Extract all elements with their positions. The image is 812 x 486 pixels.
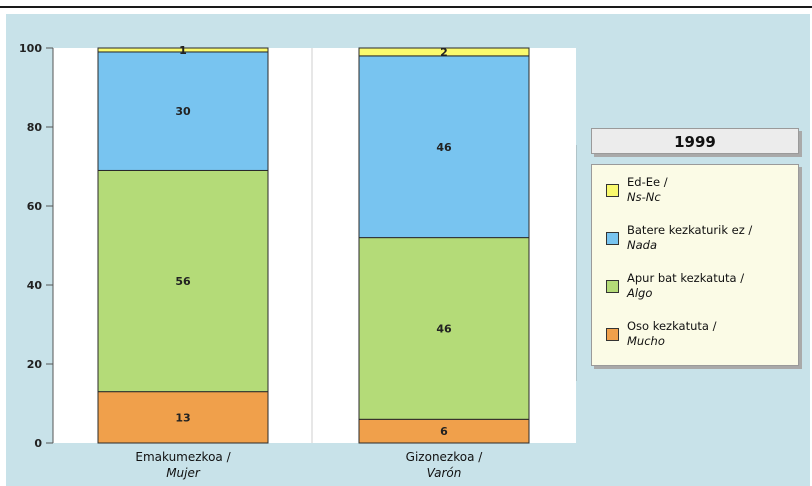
x-tick-label-es: Varón (427, 466, 462, 480)
bar-segment (97, 391, 269, 444)
legend-label-eu: Ed-Ee / (627, 175, 668, 189)
y-tick-label: 100 (19, 42, 42, 55)
bar-segment (97, 47, 269, 53)
bar-segment (97, 169, 269, 393)
data-label: 6 (440, 425, 448, 438)
top-rule (0, 6, 812, 8)
x-axis-labels: Emakumezkoa / Mujer Gizonezkoa / Varón (135, 450, 483, 480)
y-tick-label: 0 (34, 437, 42, 450)
data-label: 30 (175, 105, 191, 118)
y-axis: 0 20 40 60 80 100 (19, 42, 54, 450)
legend-label-es: Mucho (627, 334, 665, 348)
data-label: 13 (175, 411, 190, 424)
legend-item: Batere kezkaturik ez / Nada (606, 223, 798, 271)
legend-item: Oso kezkatuta / Mucho (606, 319, 798, 367)
bar-segment (358, 237, 530, 420)
bars: 13 56 30 1 6 46 46 2 (97, 44, 530, 444)
legend-connector (576, 145, 577, 381)
legend-label: Batere kezkaturik ez / Nada (627, 223, 752, 253)
legend-swatch (606, 280, 619, 293)
legend-label-es: Nada (627, 238, 657, 252)
x-tick-label: Emakumezkoa / (135, 450, 231, 464)
legend-swatch (606, 328, 619, 341)
legend-label-es: Algo (627, 286, 653, 300)
data-label: 46 (436, 141, 452, 154)
bar-segment (358, 47, 530, 57)
legend-swatch (606, 232, 619, 245)
y-tick-label: 80 (27, 121, 43, 134)
legend-label-eu: Batere kezkaturik ez / (627, 223, 753, 237)
x-tick-label: Gizonezkoa / (406, 450, 484, 464)
data-label: 46 (436, 322, 452, 335)
legend-item: Ed-Ee / Ns-Nc (606, 175, 798, 223)
y-tick-label: 20 (27, 358, 43, 371)
data-label: 2 (440, 46, 448, 59)
data-label: 56 (175, 275, 191, 288)
legend-label-eu: Apur bat kezkatuta / (627, 271, 745, 285)
legend-label: Ed-Ee / Ns-Nc (627, 175, 668, 205)
legend-label-es: Ns-Nc (627, 190, 661, 204)
bar-segment (358, 55, 530, 239)
y-tick-label: 60 (27, 200, 43, 213)
legend-swatch (606, 184, 619, 197)
legend: Ed-Ee / Ns-Nc Batere kezkaturik ez / Nada Ap… (591, 164, 799, 366)
data-label: 1 (179, 44, 187, 57)
x-tick-label-es: Mujer (166, 466, 201, 480)
legend-label: Apur bat kezkatuta / Algo (627, 271, 744, 301)
y-tick-label: 40 (27, 279, 43, 292)
legend-label-eu: Oso kezkatuta / (627, 319, 717, 333)
legend-title: 1999 (591, 128, 799, 154)
legend-item: Apur bat kezkatuta / Algo (606, 271, 798, 319)
legend-label: Oso kezkatuta / Mucho (627, 319, 716, 349)
